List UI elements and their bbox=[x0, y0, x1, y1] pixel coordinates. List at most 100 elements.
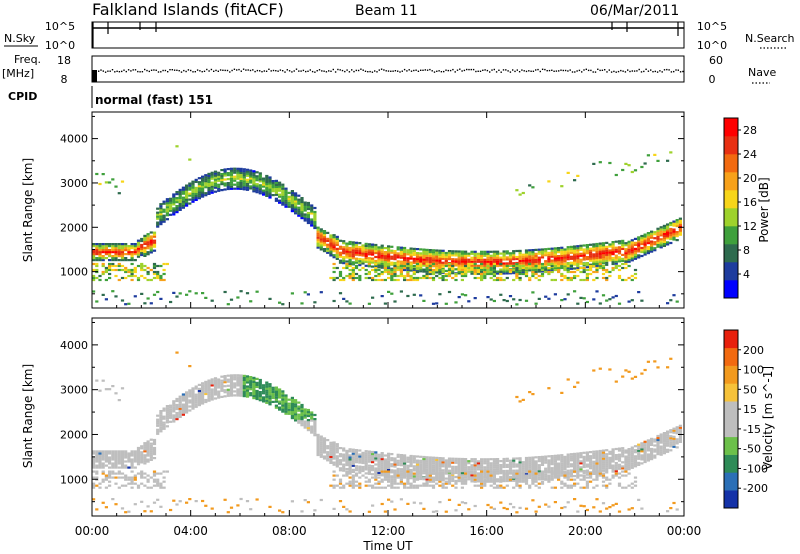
velocity-heatmap bbox=[92, 351, 682, 514]
velocity-cell bbox=[233, 374, 237, 377]
power-cell bbox=[576, 263, 580, 266]
power-cell bbox=[406, 269, 410, 272]
velocity-cell bbox=[319, 451, 323, 454]
power-cell bbox=[678, 219, 682, 222]
power-cell bbox=[406, 294, 410, 298]
velocity-cell bbox=[460, 478, 464, 481]
power-cell bbox=[213, 184, 218, 187]
velocity-cell bbox=[480, 464, 484, 467]
velocity-cell bbox=[348, 454, 352, 457]
power-cell bbox=[515, 303, 519, 306]
velocity-cell bbox=[194, 399, 198, 402]
velocity-cell bbox=[540, 480, 545, 483]
power-cell bbox=[332, 244, 336, 247]
velocity-cell bbox=[406, 458, 410, 461]
power-cell bbox=[617, 242, 622, 245]
power-cell bbox=[108, 259, 112, 262]
velocity-cell bbox=[188, 391, 192, 394]
power-cell bbox=[412, 247, 416, 250]
nave-dot bbox=[268, 68, 270, 70]
power-cell bbox=[342, 242, 346, 245]
velocity-cell bbox=[149, 476, 153, 479]
power-cell bbox=[502, 264, 506, 267]
power-cell bbox=[656, 235, 660, 238]
power-cell bbox=[512, 250, 516, 253]
power-cell bbox=[114, 255, 118, 258]
velocity-cell bbox=[358, 484, 362, 487]
nave-dot bbox=[245, 69, 247, 71]
velocity-cell bbox=[576, 456, 580, 459]
velocity-cell bbox=[387, 462, 391, 465]
velocity-cell bbox=[290, 408, 294, 412]
power-cell bbox=[188, 192, 192, 195]
power-cell bbox=[650, 230, 654, 233]
velocity-cell bbox=[303, 424, 307, 427]
velocity-cell bbox=[444, 510, 448, 513]
velocity-cell bbox=[412, 475, 416, 478]
power-cell bbox=[98, 259, 102, 262]
power-cell bbox=[322, 230, 327, 233]
velocity-cell bbox=[284, 412, 288, 415]
power-cell bbox=[662, 236, 666, 239]
power-cell bbox=[608, 274, 612, 278]
power-cell bbox=[319, 291, 323, 294]
velocity-cell bbox=[220, 383, 224, 386]
power-cell bbox=[441, 278, 445, 282]
power-cell bbox=[310, 222, 314, 225]
velocity-cell bbox=[239, 380, 243, 383]
velocity-cell bbox=[130, 478, 134, 481]
power-cell bbox=[332, 238, 336, 241]
power-cell bbox=[483, 254, 487, 257]
velocity-cell bbox=[579, 462, 583, 465]
velocity-cell bbox=[229, 380, 234, 383]
power-cell bbox=[431, 249, 436, 252]
power-cell bbox=[290, 292, 294, 295]
power-cell bbox=[345, 262, 349, 266]
power-cell bbox=[633, 237, 638, 240]
power-cell bbox=[124, 268, 128, 272]
power-cell bbox=[348, 302, 352, 305]
velocity-cell bbox=[130, 454, 134, 457]
velocity-cell bbox=[576, 462, 580, 465]
power-cell bbox=[480, 278, 484, 282]
power-cell bbox=[611, 257, 615, 260]
velocity-cell bbox=[281, 404, 285, 407]
power-cell bbox=[175, 145, 179, 148]
velocity-cell bbox=[271, 388, 275, 391]
power-cell bbox=[210, 187, 214, 190]
power-cell bbox=[178, 202, 182, 205]
power-cell bbox=[101, 251, 105, 254]
velocity-cell bbox=[249, 394, 253, 397]
power-cell bbox=[435, 259, 439, 262]
power-cell bbox=[117, 251, 121, 254]
power-cell bbox=[419, 276, 423, 280]
velocity-cell bbox=[508, 476, 513, 479]
velocity-cell bbox=[313, 420, 317, 423]
power-cell bbox=[152, 249, 157, 252]
nave-dot bbox=[491, 69, 493, 71]
power-cell bbox=[666, 243, 670, 246]
velocity-cell bbox=[146, 448, 150, 451]
power-cell bbox=[322, 244, 327, 247]
velocity-cell bbox=[185, 399, 189, 402]
velocity-cell bbox=[508, 472, 513, 475]
velocity-cell bbox=[441, 457, 445, 460]
velocity-cell bbox=[226, 392, 230, 395]
power-cell bbox=[197, 195, 201, 198]
velocity-cell bbox=[505, 507, 509, 511]
velocity-cell bbox=[377, 480, 381, 483]
power-cell bbox=[387, 245, 391, 248]
velocity-cell bbox=[460, 470, 464, 473]
nave-dot bbox=[578, 69, 581, 72]
power-cell bbox=[387, 257, 391, 260]
power-cell bbox=[329, 252, 333, 255]
velocity-cell bbox=[380, 472, 384, 475]
velocity-cell bbox=[117, 454, 121, 457]
velocity-cell bbox=[268, 403, 272, 406]
power-cell bbox=[499, 270, 503, 274]
power-cell bbox=[303, 207, 307, 210]
velocity-cell bbox=[383, 464, 387, 467]
power-cell bbox=[185, 200, 189, 203]
power-cell bbox=[598, 256, 602, 259]
power-cell bbox=[313, 206, 317, 210]
